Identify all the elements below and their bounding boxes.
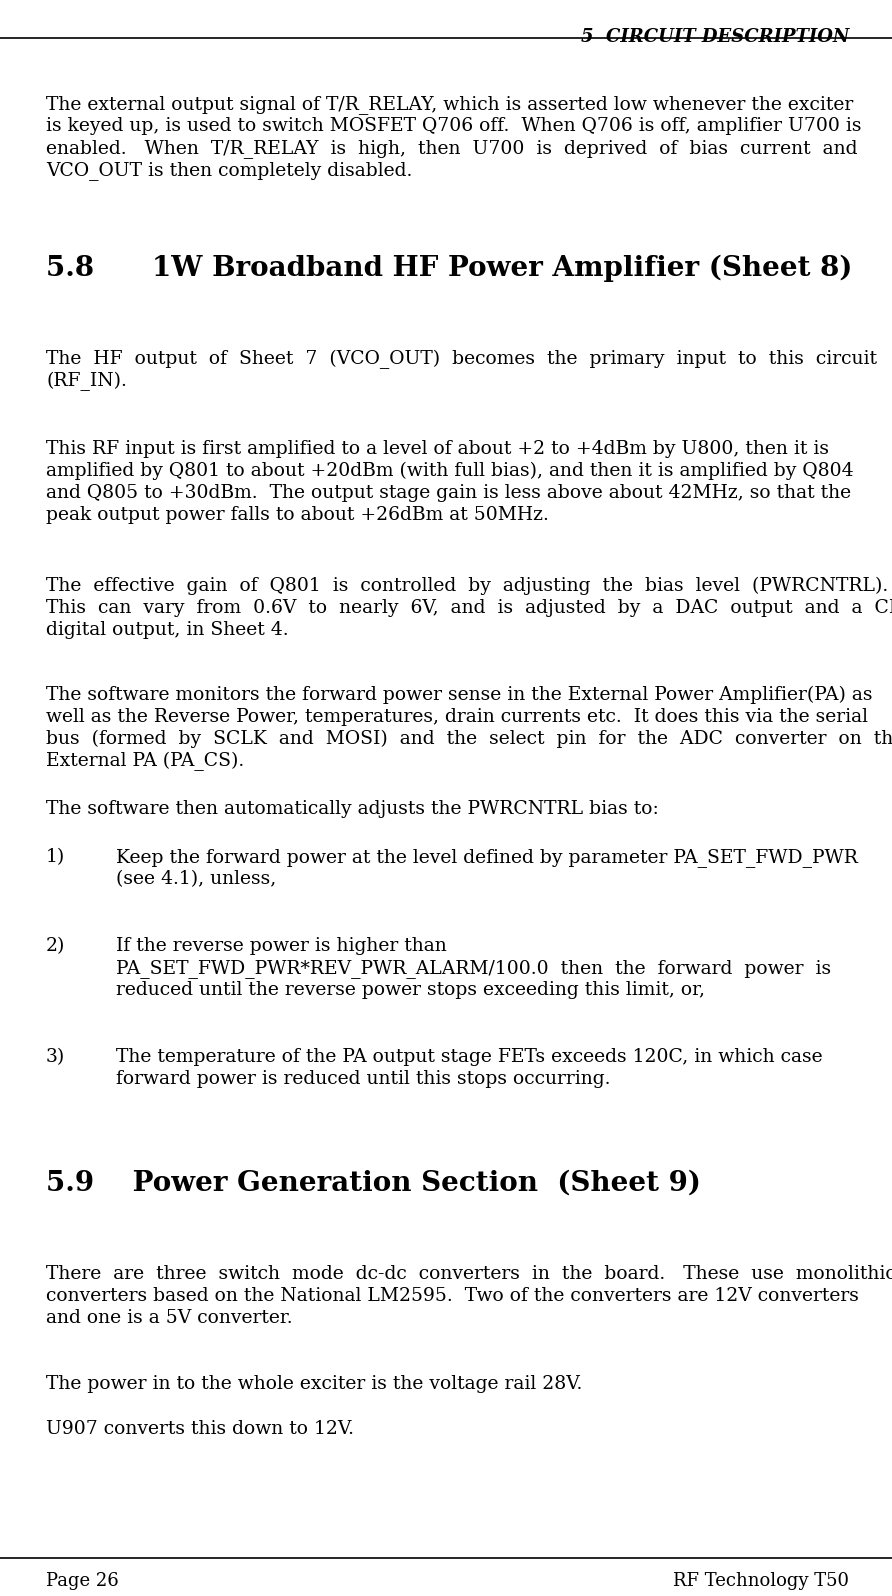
Text: 1): 1) <box>46 847 65 867</box>
Text: peak output power falls to about +26dBm at 50MHz.: peak output power falls to about +26dBm … <box>46 506 549 523</box>
Text: The  HF  output  of  Sheet  7  (VCO_OUT)  becomes  the  primary  input  to  this: The HF output of Sheet 7 (VCO_OUT) becom… <box>46 350 878 369</box>
Text: 5.9    Power Generation Section  (Sheet 9): 5.9 Power Generation Section (Sheet 9) <box>46 1170 701 1197</box>
Text: digital output, in Sheet 4.: digital output, in Sheet 4. <box>46 621 289 638</box>
Text: The power in to the whole exciter is the voltage rail 28V.: The power in to the whole exciter is the… <box>46 1376 582 1393</box>
Text: 2): 2) <box>46 937 65 954</box>
Text: is keyed up, is used to switch MOSFET Q706 off.  When Q706 is off, amplifier U70: is keyed up, is used to switch MOSFET Q7… <box>46 117 862 136</box>
Text: well as the Reverse Power, temperatures, drain currents etc.  It does this via t: well as the Reverse Power, temperatures,… <box>46 709 869 726</box>
Text: amplified by Q801 to about +20dBm (with full bias), and then it is amplified by : amplified by Q801 to about +20dBm (with … <box>46 461 854 480</box>
Text: Page 26: Page 26 <box>46 1572 120 1590</box>
Text: bus  (formed  by  SCLK  and  MOSI)  and  the  select  pin  for  the  ADC  conver: bus (formed by SCLK and MOSI) and the se… <box>46 729 892 749</box>
Text: U907 converts this down to 12V.: U907 converts this down to 12V. <box>46 1420 354 1438</box>
Text: (see 4.1), unless,: (see 4.1), unless, <box>116 870 277 887</box>
Text: 5.8      1W Broadband HF Power Amplifier (Sheet 8): 5.8 1W Broadband HF Power Amplifier (She… <box>46 255 853 282</box>
Text: 3): 3) <box>46 1049 65 1066</box>
Text: 5  CIRCUIT DESCRIPTION: 5 CIRCUIT DESCRIPTION <box>581 29 849 46</box>
Text: External PA (PA_CS).: External PA (PA_CS). <box>46 752 244 771</box>
Text: RF Technology T50: RF Technology T50 <box>673 1572 849 1590</box>
Text: PA_SET_FWD_PWR*REV_PWR_ALARM/100.0  then  the  forward  power  is: PA_SET_FWD_PWR*REV_PWR_ALARM/100.0 then … <box>116 959 831 978</box>
Text: This  can  vary  from  0.6V  to  nearly  6V,  and  is  adjusted  by  a  DAC  out: This can vary from 0.6V to nearly 6V, an… <box>46 598 892 618</box>
Text: and one is a 5V converter.: and one is a 5V converter. <box>46 1309 293 1326</box>
Text: forward power is reduced until this stops occurring.: forward power is reduced until this stop… <box>116 1069 610 1088</box>
Text: converters based on the National LM2595.  Two of the converters are 12V converte: converters based on the National LM2595.… <box>46 1286 859 1306</box>
Text: The software monitors the forward power sense in the External Power Amplifier(PA: The software monitors the forward power … <box>46 686 873 704</box>
Text: reduced until the reverse power stops exceeding this limit, or,: reduced until the reverse power stops ex… <box>116 982 705 999</box>
Text: Keep the forward power at the level defined by parameter PA_SET_FWD_PWR: Keep the forward power at the level defi… <box>116 847 858 867</box>
Text: The temperature of the PA output stage FETs exceeds 120C, in which case: The temperature of the PA output stage F… <box>116 1049 822 1066</box>
Text: This RF input is first amplified to a level of about +2 to +4dBm by U800, then i: This RF input is first amplified to a le… <box>46 440 830 458</box>
Text: and Q805 to +30dBm.  The output stage gain is less above about 42MHz, so that th: and Q805 to +30dBm. The output stage gai… <box>46 484 852 503</box>
Text: enabled.   When  T/R_RELAY  is  high,  then  U700  is  deprived  of  bias  curre: enabled. When T/R_RELAY is high, then U7… <box>46 139 858 158</box>
Text: VCO_OUT is then completely disabled.: VCO_OUT is then completely disabled. <box>46 161 413 180</box>
Text: The software then automatically adjusts the PWRCNTRL bias to:: The software then automatically adjusts … <box>46 800 659 819</box>
Text: The external output signal of T/R_RELAY, which is asserted low whenever the exci: The external output signal of T/R_RELAY,… <box>46 96 854 113</box>
Text: There  are  three  switch  mode  dc-dc  converters  in  the  board.   These  use: There are three switch mode dc-dc conver… <box>46 1266 892 1283</box>
Text: (RF_IN).: (RF_IN). <box>46 372 128 391</box>
Text: The  effective  gain  of  Q801  is  controlled  by  adjusting  the  bias  level : The effective gain of Q801 is controlled… <box>46 578 888 595</box>
Text: If the reverse power is higher than: If the reverse power is higher than <box>116 937 447 954</box>
